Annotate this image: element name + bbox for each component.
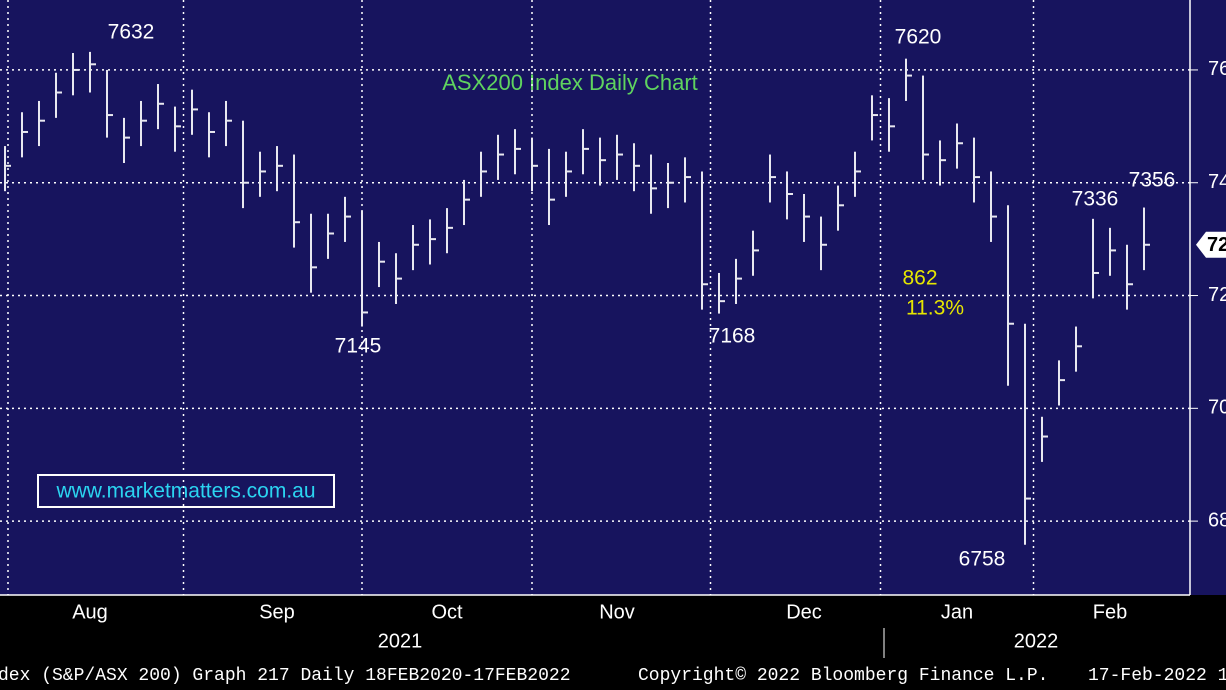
footer-date: 17-Feb-2022 1 <box>1088 666 1226 686</box>
x-tick-label: Aug <box>72 601 108 623</box>
annotation: 862 <box>902 267 937 290</box>
x-tick-label: Jan <box>941 601 973 623</box>
last-price-tag <box>1196 231 1226 258</box>
annotation: 7336 <box>1072 188 1119 211</box>
watermark-box <box>37 474 335 508</box>
x-tick-label: Sep <box>259 601 295 623</box>
y-axis-area <box>1190 0 1226 595</box>
year-label: 2022 <box>1014 630 1059 652</box>
annotation: 7145 <box>335 335 382 358</box>
footer-source: dex (S&P/ASX 200) Graph 217 Daily 18FEB2… <box>0 666 571 686</box>
annotation: 7168 <box>709 325 756 348</box>
annotation: 6758 <box>959 548 1006 571</box>
y-tick-label: 70 <box>1208 397 1226 419</box>
y-tick-label: 72 <box>1208 284 1226 306</box>
y-tick-label: 68 <box>1208 509 1226 531</box>
x-tick-label: Feb <box>1093 601 1127 623</box>
plot-area <box>0 0 1190 595</box>
y-tick-label: 76 <box>1208 58 1226 80</box>
y-tick-label: 74 <box>1208 171 1226 193</box>
x-tick-label: Oct <box>431 601 463 623</box>
x-tick-label: Nov <box>599 601 635 623</box>
year-label: 2021 <box>378 630 423 652</box>
annotation: 7620 <box>895 26 942 49</box>
last-price-label: 72 <box>1207 234 1226 256</box>
annotation: 7632 <box>108 21 155 44</box>
chart-title: ASX200 Index Daily Chart <box>442 70 698 95</box>
annotation: 7356 <box>1129 169 1176 192</box>
x-tick-label: Dec <box>786 601 822 623</box>
watermark: www.marketmatters.com.au <box>55 480 315 503</box>
annotation: 11.3% <box>906 297 964 320</box>
footer-copyright: Copyright© 2022 Bloomberg Finance L.P. <box>638 666 1048 686</box>
